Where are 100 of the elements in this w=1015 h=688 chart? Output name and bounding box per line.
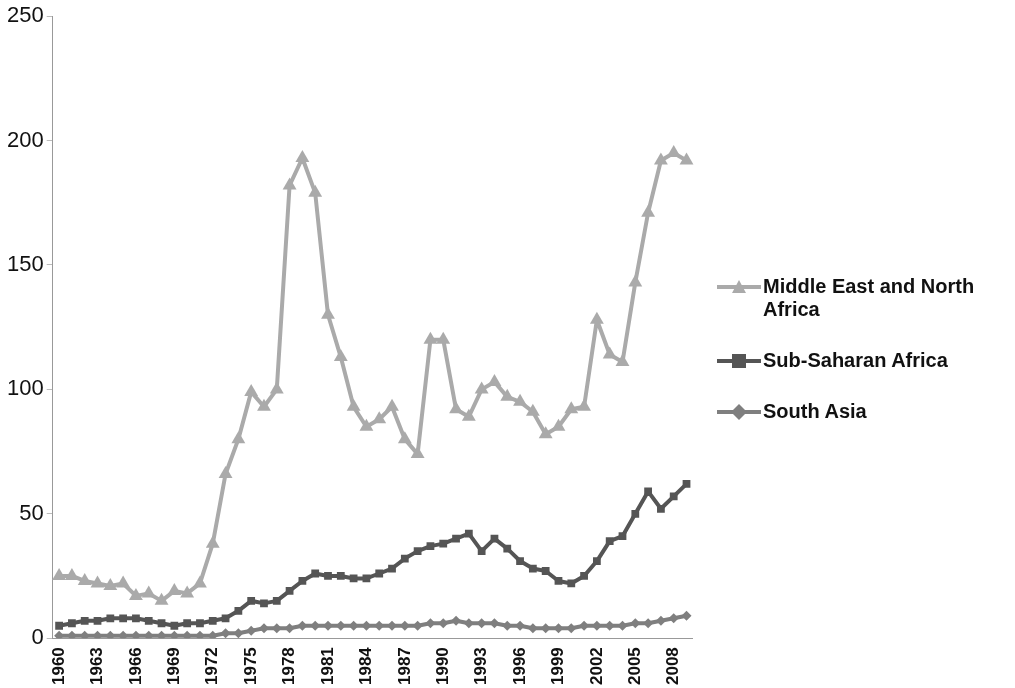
point <box>516 557 524 565</box>
point <box>413 547 422 555</box>
x-tick-label: 1999 <box>548 647 568 686</box>
point <box>144 616 153 625</box>
point <box>64 567 79 580</box>
point <box>298 577 307 585</box>
point <box>132 614 140 623</box>
point <box>615 354 630 367</box>
point <box>461 408 476 421</box>
point <box>554 577 563 585</box>
point <box>234 606 243 615</box>
x-tick-label: 1981 <box>317 647 337 686</box>
x-tick-label: 1966 <box>125 647 145 686</box>
point <box>631 509 640 518</box>
point <box>372 411 387 424</box>
point <box>602 346 617 359</box>
point <box>218 465 233 478</box>
point <box>346 398 361 411</box>
point <box>666 145 681 158</box>
point <box>167 582 182 595</box>
x-tick-label: 1987 <box>394 647 414 686</box>
point <box>359 418 374 431</box>
y-tick-label: 200 <box>6 126 44 152</box>
point <box>308 184 323 197</box>
point <box>551 418 566 431</box>
point <box>282 177 297 190</box>
point <box>439 539 448 548</box>
point <box>397 431 412 444</box>
point <box>257 398 271 411</box>
point <box>193 575 207 588</box>
point <box>260 599 268 608</box>
y-tick-label: 100 <box>6 375 44 401</box>
point <box>464 529 473 538</box>
point <box>679 152 694 165</box>
x-tick-label: 1975 <box>240 647 260 686</box>
y-tick-label: 0 <box>31 624 44 650</box>
point <box>180 585 195 598</box>
x-tick-label: 1960 <box>48 647 68 686</box>
point <box>68 619 76 628</box>
x-tick-label: 2005 <box>624 647 644 686</box>
x-tick-label: 1990 <box>432 647 452 686</box>
point <box>644 487 652 496</box>
x-tick-label: 1993 <box>471 647 491 686</box>
point <box>375 569 384 578</box>
point <box>452 534 460 543</box>
point <box>580 572 588 580</box>
x-tick-label: 1969 <box>164 647 184 686</box>
point <box>247 596 256 605</box>
point <box>311 569 320 578</box>
point <box>490 534 499 543</box>
x-tick-label: 1984 <box>356 646 376 686</box>
point <box>564 401 579 414</box>
x-tick-label: 1996 <box>509 647 529 686</box>
point <box>567 579 576 588</box>
point <box>618 532 627 541</box>
point <box>525 403 540 416</box>
point <box>388 564 396 573</box>
point <box>436 331 451 344</box>
point <box>295 150 310 163</box>
point <box>77 572 92 585</box>
point <box>463 618 474 629</box>
point <box>170 621 179 630</box>
point <box>449 401 463 414</box>
point <box>129 587 143 600</box>
point <box>324 572 332 580</box>
point <box>205 535 220 548</box>
point <box>681 610 692 621</box>
point <box>141 585 156 598</box>
point <box>541 567 550 575</box>
point <box>93 616 102 625</box>
x-tick-label: 1972 <box>202 647 222 686</box>
point <box>116 575 131 588</box>
point <box>528 564 537 573</box>
point <box>208 616 217 625</box>
point <box>157 619 166 628</box>
point <box>593 557 601 565</box>
point <box>196 619 204 628</box>
y-tick-label: 150 <box>6 251 44 277</box>
point <box>385 398 399 411</box>
x-tick-label: 1963 <box>87 647 107 686</box>
y-tick-label: 250 <box>6 2 44 28</box>
point <box>221 614 230 623</box>
x-tick-label: 1978 <box>279 647 299 686</box>
x-tick-label: 2008 <box>663 647 683 686</box>
y-tick-label: 50 <box>19 499 44 525</box>
point <box>487 373 502 386</box>
point <box>426 542 435 551</box>
point <box>423 331 438 344</box>
point <box>106 614 115 623</box>
point <box>285 587 294 595</box>
point <box>653 152 668 165</box>
point <box>641 204 656 217</box>
point <box>669 492 678 501</box>
legend-label: Middle East and North Africa <box>763 275 976 321</box>
point <box>154 592 169 605</box>
point <box>477 547 486 555</box>
point <box>410 446 425 459</box>
x-tick-label: 2002 <box>586 647 606 686</box>
point <box>323 620 333 631</box>
point <box>513 393 527 406</box>
